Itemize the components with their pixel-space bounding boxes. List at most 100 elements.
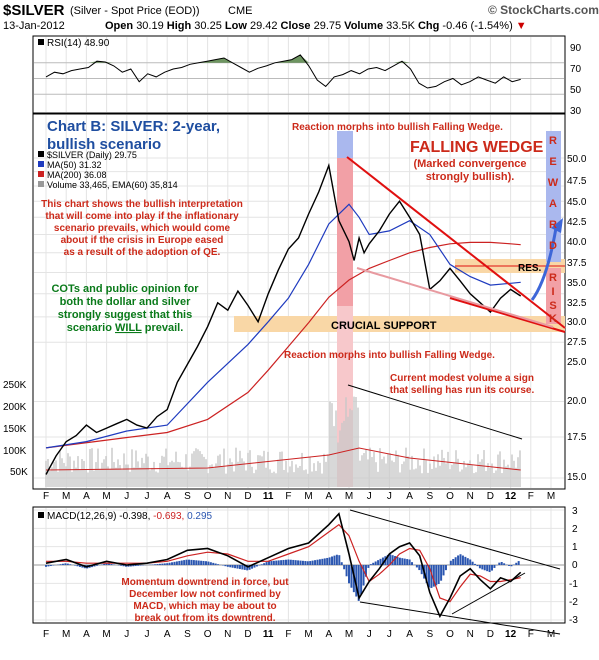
volume-tick-labels: 250K 200K 150K 100K 50K — [3, 380, 28, 478]
reward-letter: W — [548, 177, 559, 189]
x-axis-label: S — [426, 491, 433, 502]
x-axis-label: M — [304, 491, 312, 502]
x-axis-label: F — [285, 629, 291, 640]
close-value: 29.75 — [313, 20, 342, 32]
macd-tick: 3 — [572, 506, 578, 517]
x-axis-label: F — [43, 491, 49, 502]
x-axis-label: 11 — [263, 491, 274, 502]
x-axis-label: N — [224, 629, 231, 640]
ohlc-stats: Open 30.19 High 30.25 Low 29.42 Close 29… — [105, 20, 527, 32]
chg-label: Chg — [417, 20, 440, 32]
rsi-panel — [32, 35, 566, 114]
reward-letter: A — [549, 198, 557, 210]
brand: © StockCharts.com — [488, 3, 599, 17]
x-axis-label: 12 — [505, 491, 517, 502]
risk-letters: R I S K — [549, 272, 557, 325]
peak-blue-band — [337, 131, 353, 158]
x-axis-label: M — [62, 629, 70, 640]
x-axis-label: 11 — [263, 629, 274, 640]
x-axis-label: J — [387, 491, 392, 502]
price-panel — [32, 113, 566, 490]
x-axis-label: S — [426, 629, 433, 640]
annotation-title-1: Chart B: SILVER: 2-year, — [47, 118, 220, 135]
price-tick: 37.5 — [567, 258, 587, 269]
macd-tick-labels: 3 2 1 0 -1 -2 -3 — [569, 506, 578, 626]
x-axis-labels-price: F M A M J J A S O N D 11 F M A M J J A S O N D 12 F M — [43, 491, 555, 502]
price-tick: 47.5 — [567, 176, 587, 187]
close-label: Close — [280, 20, 311, 32]
projection-arrow — [530, 227, 558, 301]
risk-letter: I — [551, 286, 554, 298]
peak-pink-band-lower — [337, 306, 353, 487]
macd-label-signal: -0.693, — [153, 511, 184, 522]
annotation-cots-line: strongly suggest that this — [58, 309, 192, 321]
x-axis-label: A — [406, 629, 413, 640]
x-axis-label: F — [528, 629, 534, 640]
volume-bars — [45, 396, 521, 487]
rsi-tick-labels: 90 70 50 30 10 — [570, 43, 582, 117]
legend-price-swatch — [38, 151, 44, 157]
x-axis-label: O — [446, 491, 454, 502]
x-axis-label: J — [145, 629, 150, 640]
chart-name: (Silver - Spot Price (EOD)) — [70, 5, 200, 17]
legend-ma50: MA(50) 31.32 — [47, 160, 102, 170]
x-axis-label: 12 — [505, 629, 517, 640]
macd-label-value: -0.398, — [119, 511, 150, 522]
wedge-inner-line — [356, 267, 554, 328]
price-tick: 15.0 — [567, 472, 587, 483]
risk-letter: S — [549, 300, 556, 312]
legend-ma200: MA(200) 36.08 — [47, 170, 107, 180]
annotation-title-2: bullish scenario — [47, 136, 161, 153]
x-axis-label: M — [62, 491, 70, 502]
x-axis-label: M — [102, 629, 110, 640]
macd-upper-trend — [349, 509, 561, 570]
annotation-convergence-2: strongly bullish). — [426, 171, 515, 183]
macd-panel — [32, 506, 566, 624]
x-axis-label: J — [367, 491, 372, 502]
x-axis-label: M — [345, 629, 353, 640]
volume-ema-line — [45, 447, 521, 471]
x-axis-label: D — [244, 629, 251, 640]
macd-label-hist: 0.295 — [187, 511, 212, 522]
chart-symbol: $SILVER — [3, 2, 65, 19]
x-axis-label: A — [164, 629, 171, 640]
macd-layer — [45, 512, 522, 619]
rsi-tick: 70 — [570, 64, 582, 75]
annotation-reaction-top: Reaction morphs into bullish Falling Wed… — [292, 122, 503, 133]
x-axis-label: M — [547, 491, 555, 502]
price-tick: 35.0 — [567, 278, 587, 289]
rsi-tick: 30 — [570, 106, 582, 117]
price-tick: 32.5 — [567, 298, 587, 309]
annotation-cots-line: COTs and public opinion for — [51, 283, 199, 295]
x-axis-label: J — [387, 629, 392, 640]
annotation-crucial-support: CRUCIAL SUPPORT — [331, 320, 437, 332]
high-label: High — [166, 20, 192, 32]
price-tick: 50.0 — [567, 154, 587, 165]
macd-signal-line — [46, 523, 521, 603]
rsi-line — [45, 54, 521, 89]
annotation-cots-line: scenario WILL prevail. — [67, 322, 184, 334]
rsi-tick: 50 — [570, 85, 582, 96]
macd-tick: 0 — [572, 560, 578, 571]
annotation-macd-line: December low not confirmed by — [129, 589, 281, 600]
annotation-bullish-line: that will come into play if the inflatio… — [45, 211, 239, 222]
x-axis-label: J — [367, 629, 372, 640]
x-axis-label: N — [224, 491, 231, 502]
chart-date: 13-Jan-2012 — [3, 20, 65, 32]
macd-lower-trend — [359, 601, 561, 635]
down-arrow-icon: ▼ — [515, 20, 527, 32]
reward-letters: R E W A R D — [548, 135, 559, 252]
risk-letter: R — [549, 272, 557, 284]
low-label: Low — [224, 20, 247, 32]
x-axis-label: J — [124, 629, 129, 640]
x-axis-label: A — [325, 629, 332, 640]
annotation-macd-line: break out from its downtrend. — [134, 613, 275, 624]
open-label: Open — [105, 20, 134, 32]
macd-line — [45, 512, 522, 619]
x-axis-label: S — [184, 491, 191, 502]
chg-value: -0.46 (-1.54%) — [442, 20, 513, 32]
volume-tick: 150K — [3, 424, 27, 435]
x-axis-label: M — [345, 491, 353, 502]
x-axis-label: A — [164, 491, 171, 502]
x-axis-label: D — [487, 629, 494, 640]
